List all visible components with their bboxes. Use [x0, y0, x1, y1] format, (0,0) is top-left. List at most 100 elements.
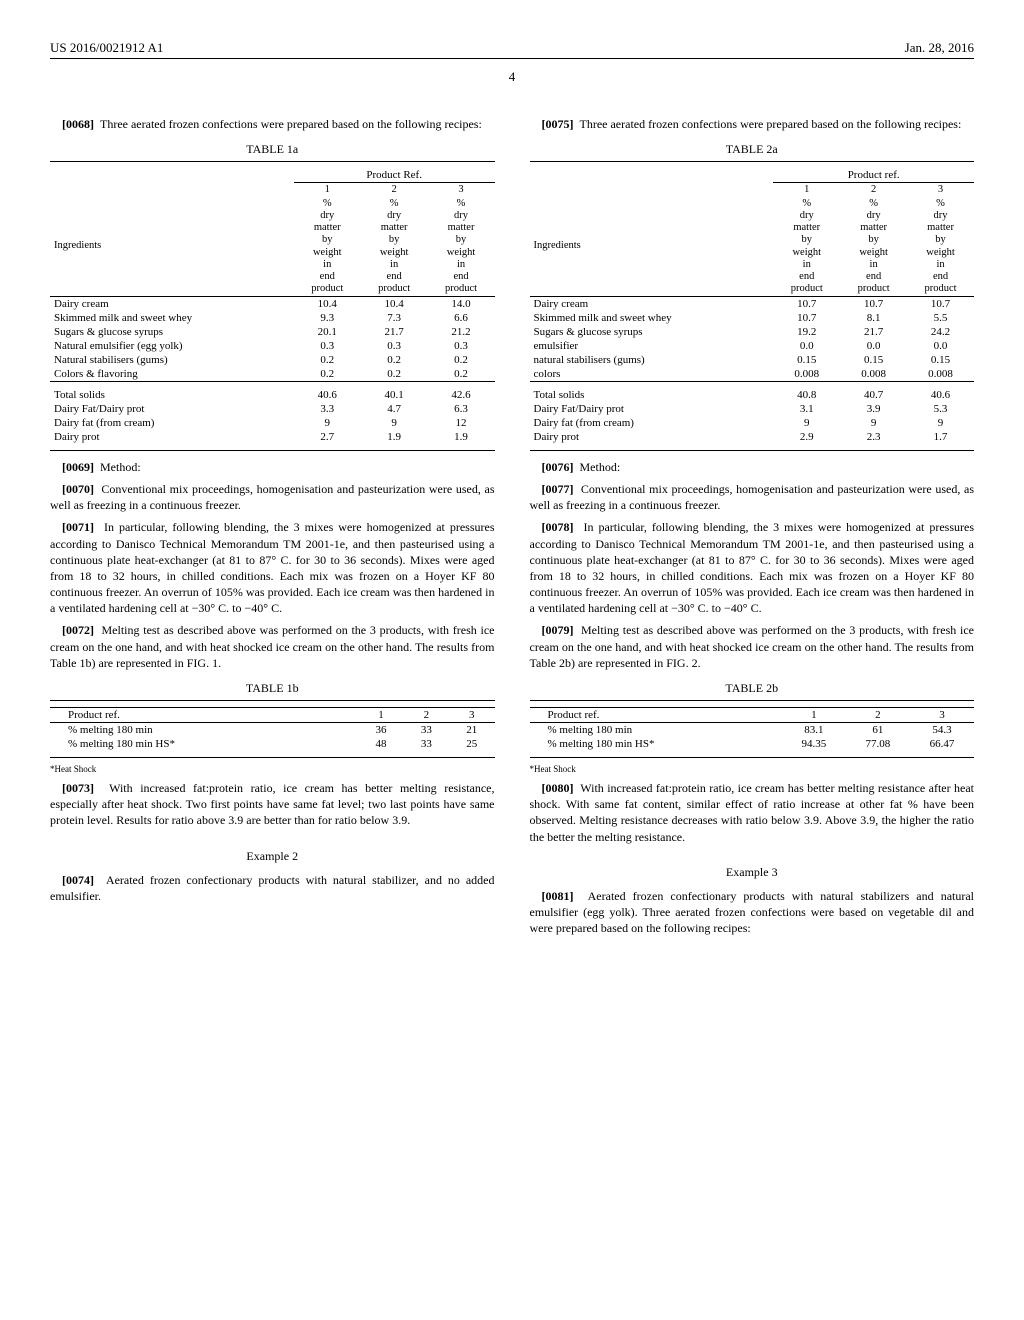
table-summary-row: Dairy prot2.92.31.7 [530, 430, 975, 444]
table-cell: 9 [294, 416, 361, 430]
summary-name: Dairy fat (from cream) [530, 416, 774, 430]
table-summary-row: Dairy fat (from cream)999 [530, 416, 975, 430]
ingredient-name: Dairy cream [530, 296, 774, 311]
two-column-body: [0068] Three aerated frozen confections … [50, 110, 974, 942]
table-cell: 77.08 [846, 737, 910, 751]
table-cell: 6.6 [428, 311, 495, 325]
heat-shock-note-1: *Heat Shock [50, 764, 495, 774]
para-0081: [0081] Aerated frozen confectionary prod… [530, 888, 975, 937]
table-row: Sugars & glucose syrups19.221.724.2 [530, 325, 975, 339]
table-summary-row: Dairy fat (from cream)9912 [50, 416, 495, 430]
table-col-sublabel: %drymatterbyweightinendproduct [840, 197, 907, 296]
left-column: [0068] Three aerated frozen confections … [50, 110, 495, 942]
table-cell: 5.3 [907, 402, 974, 416]
heat-shock-note-2: *Heat Shock [530, 764, 975, 774]
melt-row-name: % melting 180 min [50, 723, 358, 738]
para-0075: [0075] Three aerated frozen confections … [530, 116, 975, 132]
publication-number: US 2016/0021912 A1 [50, 40, 163, 56]
table-col-num: 3 [428, 183, 495, 198]
table-row: Sugars & glucose syrups20.121.721.2 [50, 325, 495, 339]
table-col-sublabel: %drymatterbyweightinendproduct [294, 197, 361, 296]
table-cell: 36 [358, 723, 403, 738]
melt-row-name: % melting 180 min HS* [50, 737, 358, 751]
para-0069: [0069] Method: [50, 459, 495, 475]
ingredient-name: Sugars & glucose syrups [530, 325, 774, 339]
table-cell: 10.7 [907, 296, 974, 311]
para-0072: [0072] Melting test as described above w… [50, 622, 495, 671]
ingredient-name: emulsifier [530, 339, 774, 353]
table-cell: 19.2 [773, 325, 840, 339]
melt-col-num: 1 [782, 708, 846, 723]
table-cell: 9 [361, 416, 428, 430]
melt-col-num: 2 [846, 708, 910, 723]
summary-name: Dairy prot [50, 430, 294, 444]
ingredient-name: Colors & flavoring [50, 367, 294, 382]
para-0074: [0074] Aerated frozen confectionary prod… [50, 872, 495, 904]
table-row: Skimmed milk and sweet whey9.37.36.6 [50, 311, 495, 325]
summary-name: Dairy prot [530, 430, 774, 444]
ingredient-name: Dairy cream [50, 296, 294, 311]
table-cell: 0.2 [294, 353, 361, 367]
melt-col-num: 3 [910, 708, 974, 723]
table-cell: 9 [840, 416, 907, 430]
table-cell: 0.2 [428, 353, 495, 367]
table-cell: 1.9 [361, 430, 428, 444]
table-cell: 2.3 [840, 430, 907, 444]
table-cell: 0.0 [840, 339, 907, 353]
table-cell: 61 [846, 723, 910, 738]
table-col-sublabel: %drymatterbyweightinendproduct [907, 197, 974, 296]
table-cell: 3.1 [773, 402, 840, 416]
right-column: [0075] Three aerated frozen confections … [530, 110, 975, 942]
table-cell: 1.9 [428, 430, 495, 444]
table-row: % melting 180 min HS*94.3577.0866.47 [530, 737, 975, 751]
para-0080: [0080] With increased fat:protein ratio,… [530, 780, 975, 845]
table-cell: 0.2 [361, 367, 428, 382]
table-cell: 2.7 [294, 430, 361, 444]
summary-name: Dairy Fat/Dairy prot [50, 402, 294, 416]
table-cell: 0.008 [840, 367, 907, 382]
table-row: % melting 180 min HS*483325 [50, 737, 495, 751]
table-cell: 83.1 [782, 723, 846, 738]
table-cell: 2.9 [773, 430, 840, 444]
table-cell: 0.3 [294, 339, 361, 353]
table-cell: 9 [907, 416, 974, 430]
table-cell: 10.4 [361, 296, 428, 311]
table-cell: 25 [449, 737, 494, 751]
table-2a-title: TABLE 2a [530, 142, 975, 157]
table-2a: Product ref.123Ingredients%drymatterbywe… [530, 161, 975, 451]
example-3-heading: Example 3 [530, 865, 975, 880]
table-cell: 54.3 [910, 723, 974, 738]
table-summary-row: Dairy Fat/Dairy prot3.13.95.3 [530, 402, 975, 416]
publication-date: Jan. 28, 2016 [905, 40, 974, 56]
table-cell: 40.7 [840, 388, 907, 402]
ingredient-name: colors [530, 367, 774, 382]
table-cell: 33 [404, 737, 449, 751]
para-0076: [0076] Method: [530, 459, 975, 475]
melt-table-header: Product ref. [530, 708, 782, 723]
summary-name: Total solids [530, 388, 774, 402]
table-cell: 9 [773, 416, 840, 430]
table-cell: 33 [404, 723, 449, 738]
melt-row-name: % melting 180 min [530, 723, 782, 738]
table-col-num: 2 [840, 183, 907, 198]
para-0078: [0078] In particular, following blending… [530, 519, 975, 616]
table-row: Natural emulsifier (egg yolk)0.30.30.3 [50, 339, 495, 353]
table-row: Dairy cream10.710.710.7 [530, 296, 975, 311]
table-cell: 0.2 [428, 367, 495, 382]
melt-col-num: 3 [449, 708, 494, 723]
para-0070: [0070] Conventional mix proceedings, hom… [50, 481, 495, 513]
example-2-heading: Example 2 [50, 849, 495, 864]
para-0071: [0071] In particular, following blending… [50, 519, 495, 616]
table-cell: 0.3 [428, 339, 495, 353]
table-cell: 0.2 [294, 367, 361, 382]
table-cell: 0.2 [361, 353, 428, 367]
table-cell: 21.7 [840, 325, 907, 339]
table-col-num: 1 [773, 183, 840, 198]
table-cell: 66.47 [910, 737, 974, 751]
ingredient-name: natural stabilisers (gums) [530, 353, 774, 367]
table-cell: 42.6 [428, 388, 495, 402]
table-cell: 10.4 [294, 296, 361, 311]
table-cell: 40.8 [773, 388, 840, 402]
table-cell: 10.7 [840, 296, 907, 311]
table-cell: 4.7 [361, 402, 428, 416]
